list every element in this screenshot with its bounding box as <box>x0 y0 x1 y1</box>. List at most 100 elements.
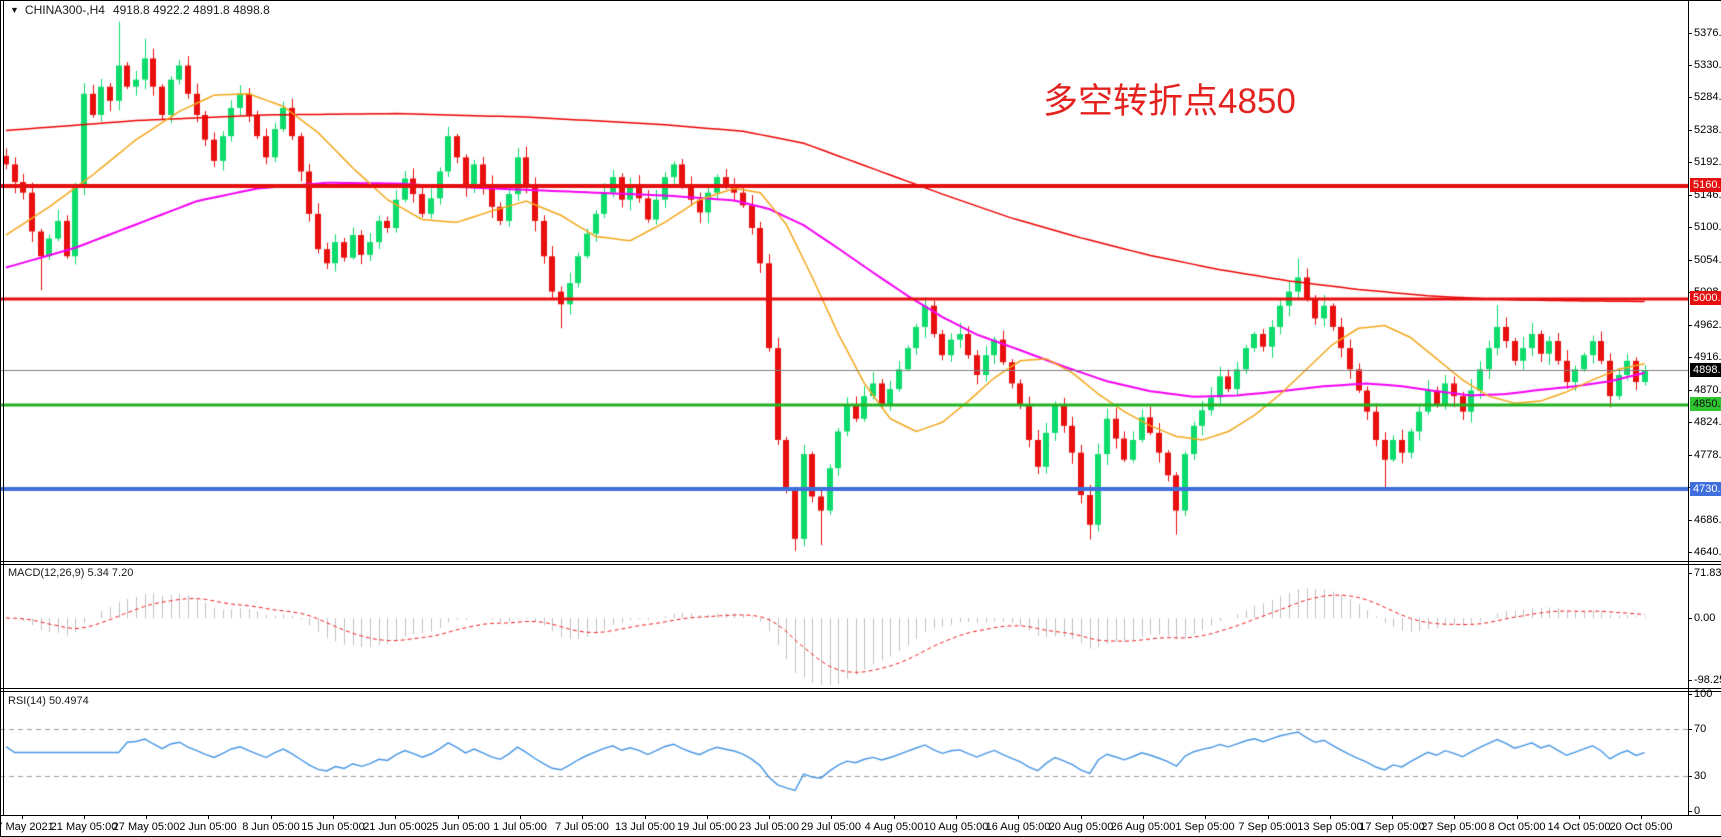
time-tick-mark <box>1392 815 1393 819</box>
price-tick-label: 4824.0 <box>1694 416 1721 428</box>
macd-tick-label: 71.83 <box>1694 567 1721 579</box>
macd-panel-bottom-border <box>0 688 1721 689</box>
time-tick-mark <box>1454 815 1455 819</box>
time-tick-mark <box>333 815 334 819</box>
rsi-panel-bottom-border <box>0 815 1721 816</box>
annotation-text: 多空转折点4850 <box>1043 82 1296 121</box>
time-tick-mark <box>956 815 957 819</box>
rsi-tick-mark <box>1688 776 1692 777</box>
price-tick-mark <box>1688 422 1692 423</box>
price-tick-mark <box>1688 227 1692 228</box>
time-axis-label: 17 May 2021 <box>0 821 54 833</box>
time-tick-mark <box>1143 815 1144 819</box>
price-tick-label: 4962.0 <box>1694 319 1721 331</box>
price-tick-mark <box>1688 97 1692 98</box>
rsi-tick-mark <box>1688 694 1692 695</box>
time-tick-mark <box>1579 815 1580 819</box>
price-tick-label: 5054.0 <box>1694 254 1721 266</box>
price-tick-mark <box>1688 130 1692 131</box>
time-axis-label: 1 Sep 05:00 <box>1175 821 1235 833</box>
macd-indicator-canvas[interactable] <box>0 564 1688 688</box>
time-axis-label: 23 Jul 05:00 <box>739 821 799 833</box>
ohlc-quote-label: 4918.8 4922.2 4891.8 4898.8 <box>112 3 270 17</box>
time-axis-label: 21 Jun 05:00 <box>363 821 427 833</box>
price-tick-label: 5100.0 <box>1694 221 1721 233</box>
price-tick-label: 5146.0 <box>1694 189 1721 201</box>
level-price-label: 5000.0 <box>1690 291 1721 305</box>
time-axis-label: 21 May 05:00 <box>50 821 118 833</box>
time-axis-label: 16 Aug 05:00 <box>985 821 1051 833</box>
rsi-tick-label: 0 <box>1694 805 1701 817</box>
price-tick-label: 5238.0 <box>1694 124 1721 136</box>
time-axis-label: 17 Sep 05:00 <box>1359 821 1425 833</box>
symbol-dropdown-icon[interactable]: ▼ <box>10 5 19 15</box>
macd-tick-label: -98.25 <box>1694 674 1721 686</box>
time-tick-mark <box>22 815 23 819</box>
chart-border-left <box>3 0 4 815</box>
price-tick-mark <box>1688 325 1692 326</box>
time-axis-label: 26 Aug 05:00 <box>1110 821 1176 833</box>
time-tick-mark <box>1268 815 1269 819</box>
time-axis-label: 19 Jul 05:00 <box>677 821 737 833</box>
price-tick-label: 4916.0 <box>1694 351 1721 363</box>
macd-panel-top-border <box>0 564 1721 565</box>
time-axis-label: 2 Jun 05:00 <box>179 821 237 833</box>
time-tick-mark <box>769 815 770 819</box>
rsi-tick-mark <box>1688 729 1692 730</box>
window-border-left <box>0 0 1 837</box>
price-tick-mark <box>1688 455 1692 456</box>
price-tick-mark <box>1688 552 1692 553</box>
time-axis-label: 8 Oct 05:00 <box>1488 821 1546 833</box>
chart-title-bar: ▼ CHINA300-,H4 4918.8 4922.2 4891.8 4898.8 <box>10 3 270 17</box>
time-tick-mark <box>520 815 521 819</box>
level-price-label: 5160.0 <box>1690 178 1721 192</box>
price-tick-mark <box>1688 195 1692 196</box>
time-axis-label: 29 Jul 05:00 <box>801 821 861 833</box>
time-axis-label: 27 Sep 05:00 <box>1421 821 1487 833</box>
rsi-tick-label: 30 <box>1694 770 1707 782</box>
symbol-timeframe-label: CHINA300-,H4 <box>24 3 105 17</box>
rsi-tick-mark <box>1688 811 1692 812</box>
time-tick-mark <box>894 815 895 819</box>
level-price-label: 4730.0 <box>1690 482 1721 496</box>
price-tick-mark <box>1688 260 1692 261</box>
time-axis-label: 13 Jul 05:00 <box>615 821 675 833</box>
time-tick-mark <box>582 815 583 819</box>
time-tick-mark <box>1081 815 1082 819</box>
rsi-indicator-canvas[interactable] <box>0 691 1688 815</box>
price-tick-mark <box>1688 520 1692 521</box>
price-tick-mark <box>1688 162 1692 163</box>
time-axis-label: 13 Sep 05:00 <box>1297 821 1363 833</box>
time-axis-label: 7 Sep 05:00 <box>1238 821 1298 833</box>
price-tick-mark <box>1688 390 1692 391</box>
macd-tick-mark <box>1688 573 1692 574</box>
price-tick-mark <box>1688 33 1692 34</box>
price-tick-label: 5330.0 <box>1694 59 1721 71</box>
macd-tick-label: 0.00 <box>1694 612 1716 624</box>
time-axis-label: 27 May 05:00 <box>112 821 180 833</box>
rsi-panel-top-border <box>0 691 1721 692</box>
price-chart-canvas[interactable] <box>0 0 1688 561</box>
price-tick-label: 4686.0 <box>1694 514 1721 526</box>
time-tick-mark <box>1641 815 1642 819</box>
macd-tick-mark <box>1688 618 1692 619</box>
price-tick-label: 4640.0 <box>1694 546 1721 558</box>
time-axis-label: 10 Aug 05:00 <box>923 821 989 833</box>
price-tick-label: 4870.0 <box>1694 384 1721 396</box>
time-tick-mark <box>1517 815 1518 819</box>
time-tick-mark <box>84 815 85 819</box>
time-tick-mark <box>1018 815 1019 819</box>
price-tick-mark <box>1688 357 1692 358</box>
time-tick-mark <box>458 815 459 819</box>
time-tick-mark <box>271 815 272 819</box>
time-axis-label: 25 Jun 05:00 <box>426 821 490 833</box>
macd-tick-mark <box>1688 680 1692 681</box>
level-price-label: 4850.0 <box>1690 397 1721 411</box>
rsi-indicator-label: RSI(14) 50.4974 <box>8 695 89 707</box>
price-axis-line[interactable] <box>1688 0 1689 815</box>
time-axis-label: 7 Jul 05:00 <box>555 821 609 833</box>
time-tick-mark <box>645 815 646 819</box>
time-axis-label: 1 Jul 05:00 <box>493 821 547 833</box>
price-tick-label: 5376.0 <box>1694 27 1721 39</box>
